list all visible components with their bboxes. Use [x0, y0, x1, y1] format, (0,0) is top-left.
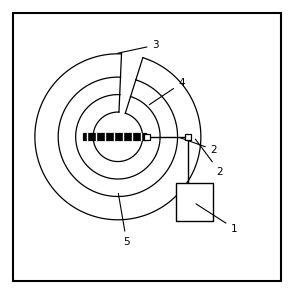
- Text: 3: 3: [118, 40, 159, 53]
- Bar: [185, 134, 191, 140]
- Bar: [144, 134, 150, 140]
- Text: 2: 2: [180, 138, 217, 155]
- Text: 5: 5: [118, 193, 130, 247]
- Text: 2: 2: [195, 139, 223, 177]
- Text: 1: 1: [196, 204, 238, 233]
- Bar: [176, 183, 213, 221]
- Bar: [83, 133, 146, 140]
- Text: 4: 4: [149, 78, 185, 105]
